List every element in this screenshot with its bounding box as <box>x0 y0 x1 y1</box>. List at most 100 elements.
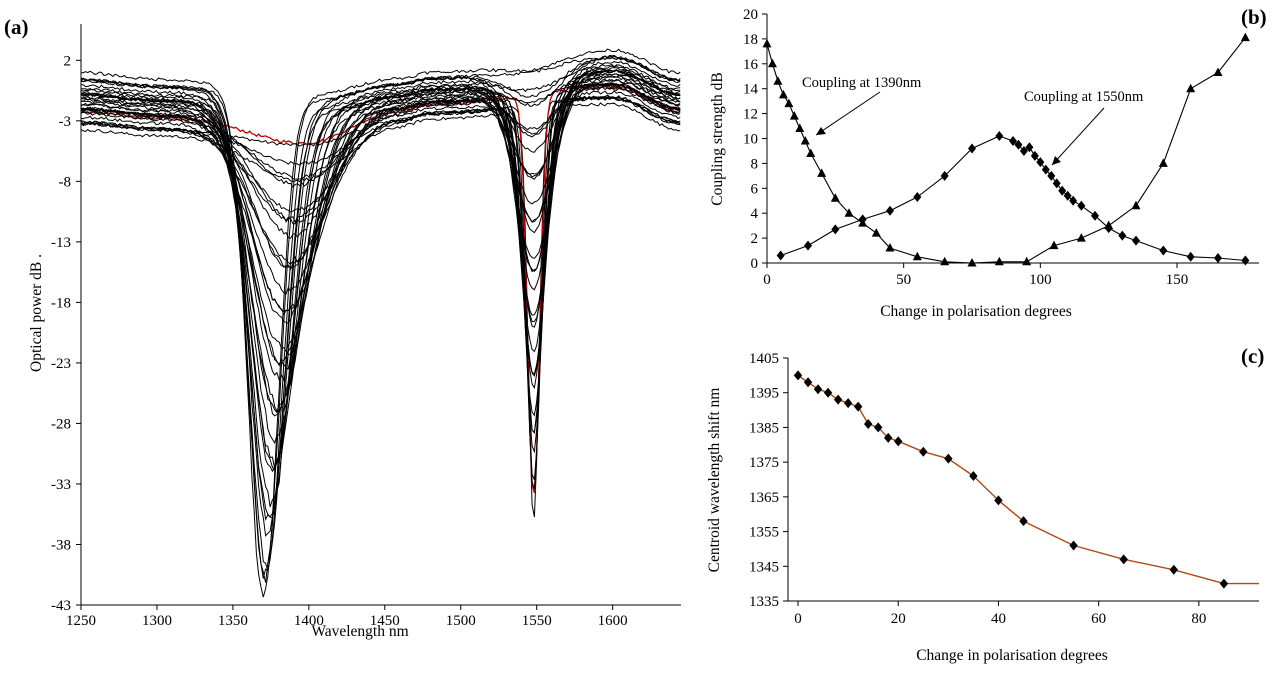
panel-a-y-tick-label: -13 <box>51 235 71 251</box>
panel-a-y-tick-label: -43 <box>51 598 71 614</box>
panel-b-diamond-marker <box>995 131 1004 142</box>
panel-b-triangle-marker <box>1158 158 1168 167</box>
panel-c-diamond-marker <box>833 394 843 405</box>
panel-a-spectrum-highlighted <box>80 85 681 494</box>
panel-b-annotation-1550: Coupling at 1550nm <box>1024 89 1144 105</box>
panel-b-triangle-marker <box>967 258 977 267</box>
panel-b-diamond-marker <box>776 250 785 261</box>
panel-b-y-tick-label: 10 <box>743 132 758 148</box>
panel-b-x-tick-label: 0 <box>763 272 771 288</box>
panel-b-y-tick-label: 20 <box>743 7 758 23</box>
panel-b-triangle-marker <box>1131 200 1141 210</box>
panel-b-label: (b) <box>1241 5 1267 29</box>
panel-c-diamond-marker <box>919 446 928 457</box>
panel-a-spectrum <box>80 48 681 583</box>
panel-b-triangle-marker <box>912 251 922 261</box>
panel-b-series-0-line <box>766 37 1246 264</box>
panel-b: (b) 0 50 100 150 0 2 4 6 8 10 12 14 16 18 20 Change in… <box>709 5 1267 320</box>
panel-a-y-tick-label: -23 <box>51 356 71 372</box>
panel-b-diamond-marker <box>913 192 922 203</box>
panel-c-diamond-marker <box>873 422 883 433</box>
panel-a-spectrum <box>80 54 681 598</box>
panel-c-x-tick-label: 60 <box>1091 611 1106 627</box>
panel-a-spectrum <box>80 102 681 480</box>
panel-a-x-title: Wavelength nm <box>311 623 408 640</box>
panel-c-diamond-marker <box>793 370 803 381</box>
panel-b-triangle-marker <box>871 228 881 237</box>
panel-b-diamond-marker <box>968 143 976 154</box>
panel-a-x-tick-label: 1600 <box>598 613 628 629</box>
panel-c-y-tick-label: 1355 <box>749 525 779 541</box>
panel-b-diamond-marker <box>831 224 840 235</box>
panel-c-diamond-marker <box>1169 564 1179 575</box>
panel-c-y-tick-label: 1405 <box>749 351 779 367</box>
panel-c-x-title: Change in polarisation degrees <box>916 647 1108 664</box>
panel-a-x-tick-label: 1500 <box>446 613 476 629</box>
panel-c-diamond-marker <box>944 453 953 464</box>
panel-c-diamond-marker <box>1119 554 1128 565</box>
panel-c-y-title: Centroid wavelength shift nm <box>706 388 723 573</box>
panel-b-triangle-marker <box>1186 83 1196 93</box>
panel-b-diamond-marker <box>804 240 812 251</box>
panel-b-diamond-marker <box>1241 255 1250 266</box>
panel-a-spectrum <box>80 67 681 366</box>
panel-a-y-tick-label: 2 <box>64 53 72 69</box>
panel-a-y-tick-label: -3 <box>59 114 72 130</box>
panel-c-x-tick-label: 80 <box>1191 611 1206 627</box>
panel-b-y-tick-label: 2 <box>751 231 759 247</box>
panel-c-diamond-marker <box>823 387 833 398</box>
panel-b-diamond-marker <box>1030 150 1039 161</box>
panel-b-ticks: 0 50 100 150 0 2 4 6 8 10 12 14 16 18 20 <box>743 7 1188 288</box>
panel-a-spectrum <box>80 90 681 316</box>
panel-b-arrow-1550 <box>1051 107 1105 166</box>
panel-b-y-tick-label: 0 <box>751 256 759 272</box>
panel-c-y-tick-label: 1395 <box>749 386 779 402</box>
panel-b-diamond-marker <box>1132 235 1140 246</box>
panel-a-y-tick-label: -18 <box>51 295 71 311</box>
panel-c-diamond-marker <box>853 401 863 412</box>
panel-b-x-tick-label: 150 <box>1166 272 1189 288</box>
panel-a-spectrum <box>80 69 681 507</box>
panel-b-y-tick-label: 6 <box>751 181 759 197</box>
panel-a-spectrum <box>80 96 681 518</box>
panel-c: (c) 0 20 40 60 80 1335 1345 1355 1365 1375 1385 139… <box>706 344 1264 664</box>
panel-a-y-title: Optical power dB . <box>28 254 45 372</box>
panel-b-triangle-marker <box>844 208 854 217</box>
panel-b-triangle-marker <box>994 256 1004 266</box>
panel-b-triangle-marker <box>767 58 777 68</box>
panel-b-y-tick-label: 8 <box>751 156 759 172</box>
panel-a-spectrum <box>80 96 681 434</box>
panel-c-label: (c) <box>1241 344 1264 368</box>
panel-c-diamond-marker <box>1069 540 1078 551</box>
panel-b-triangle-marker <box>795 123 805 133</box>
panel-c-diamond-marker <box>1019 516 1028 527</box>
panel-a-x-tick-label: 1550 <box>522 613 552 629</box>
panel-a-curve-family <box>80 48 681 598</box>
panel-b-triangle-marker <box>1240 32 1250 42</box>
panel-b-diamond-marker <box>1047 170 1056 181</box>
panel-a-y-tick-label: -33 <box>51 477 71 493</box>
panel-b-x-tick-label: 100 <box>1029 272 1052 288</box>
panel-a-spectrum <box>80 61 681 417</box>
panel-b-triangle-marker <box>885 243 895 252</box>
panel-c-y-tick-label: 1335 <box>749 594 779 610</box>
panel-b-diamond-marker <box>886 205 894 216</box>
panel-b-triangle-marker <box>773 76 783 85</box>
panel-b-diamond-marker <box>1009 135 1017 146</box>
panel-b-triangle-marker <box>784 98 794 108</box>
panel-b-triangle-marker <box>1076 233 1086 242</box>
panel-c-ticks: 0 20 40 60 80 1335 1345 1355 1365 1375 1385 1395 140… <box>749 351 1206 627</box>
panel-b-diamond-marker <box>1069 195 1078 206</box>
panel-a-spectrum <box>80 86 681 454</box>
panel-b-diamond-marker <box>1052 178 1061 189</box>
panel-c-series-line <box>797 374 1259 585</box>
panel-c-x-tick-label: 20 <box>891 611 906 627</box>
panel-b-y-tick-label: 18 <box>743 32 758 48</box>
panel-b-y-tick-label: 12 <box>743 107 758 123</box>
panel-a-spectrum <box>80 97 681 490</box>
panel-b-diamond-marker <box>1025 142 1034 153</box>
panel-c-y-tick-label: 1345 <box>749 559 779 575</box>
panel-c-diamond-marker <box>813 384 823 395</box>
panel-b-diamond-marker <box>1118 230 1127 241</box>
panel-c-x-tick-label: 0 <box>794 611 802 627</box>
